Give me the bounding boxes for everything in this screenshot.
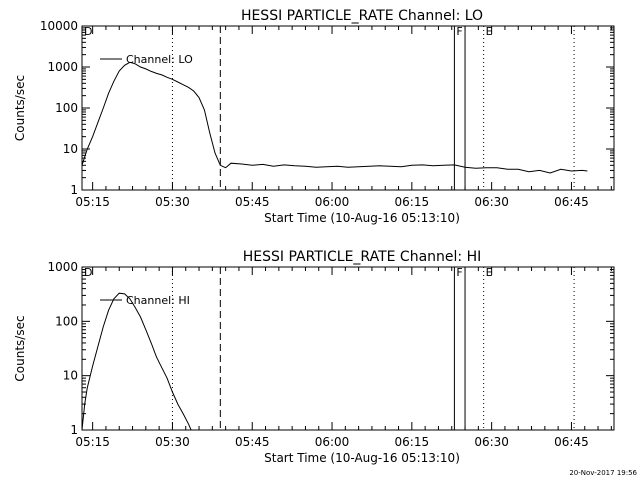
panel-2: HESSI PARTICLE_RATE Channel: HI Counts/se…: [13, 249, 615, 465]
plot-frame: [81, 266, 615, 431]
x-tick-label: 06:15: [395, 435, 430, 449]
plot-frame: [81, 25, 615, 191]
event-marker-label: D: [84, 25, 92, 38]
y-tick-label: 1: [70, 183, 78, 197]
series-line: [81, 292, 192, 431]
x-tick-label: 06:45: [554, 435, 589, 449]
x-tick-label: 05:45: [235, 435, 270, 449]
y-tick-label: 100: [55, 101, 78, 115]
y-tick-label: 10: [63, 142, 78, 156]
y-tick-label: 10000: [40, 19, 78, 33]
panel-1: HESSI PARTICLE_RATE Channel: LO Counts/se…: [13, 8, 615, 225]
y-tick-label: 1: [70, 423, 78, 437]
y-axis-label: Counts/sec: [13, 75, 27, 141]
chart-title: HESSI PARTICLE_RATE Channel: LO: [241, 8, 483, 24]
x-tick-label: 05:15: [75, 435, 110, 449]
event-marker-label: E: [486, 266, 493, 279]
x-axis-label: Start Time (10-Aug-16 05:13:10): [264, 451, 460, 465]
chart-title: HESSI PARTICLE_RATE Channel: HI: [243, 249, 481, 265]
x-tick-label: 05:30: [155, 435, 190, 449]
y-tick-label: 1000: [47, 60, 78, 74]
series-line: [81, 61, 588, 174]
x-tick-label: 06:45: [554, 195, 589, 209]
y-tick-label: 10: [63, 369, 78, 383]
x-tick-label: 05:15: [75, 195, 110, 209]
x-tick-label: 05:45: [235, 195, 270, 209]
event-marker-label: F: [456, 25, 462, 38]
legend-label: Channel: HI: [126, 294, 190, 307]
y-axis-label: Counts/sec: [13, 315, 27, 381]
event-marker-label: D: [84, 266, 92, 279]
footer-timestamp: 20-Nov-2017 19:56: [569, 469, 637, 477]
y-tick-label: 100: [55, 314, 78, 328]
x-tick-label: 06:15: [395, 195, 430, 209]
x-axis-label: Start Time (10-Aug-16 05:13:10): [264, 211, 460, 225]
y-tick-label: 1000: [47, 260, 78, 274]
x-tick-label: 05:30: [155, 195, 190, 209]
x-tick-label: 06:30: [474, 435, 509, 449]
event-marker-label: E: [486, 25, 493, 38]
legend-label: Channel: LO: [126, 53, 193, 66]
x-tick-label: 06:00: [315, 435, 350, 449]
x-tick-label: 06:00: [315, 195, 350, 209]
x-tick-label: 06:30: [474, 195, 509, 209]
event-marker-label: F: [456, 266, 462, 279]
